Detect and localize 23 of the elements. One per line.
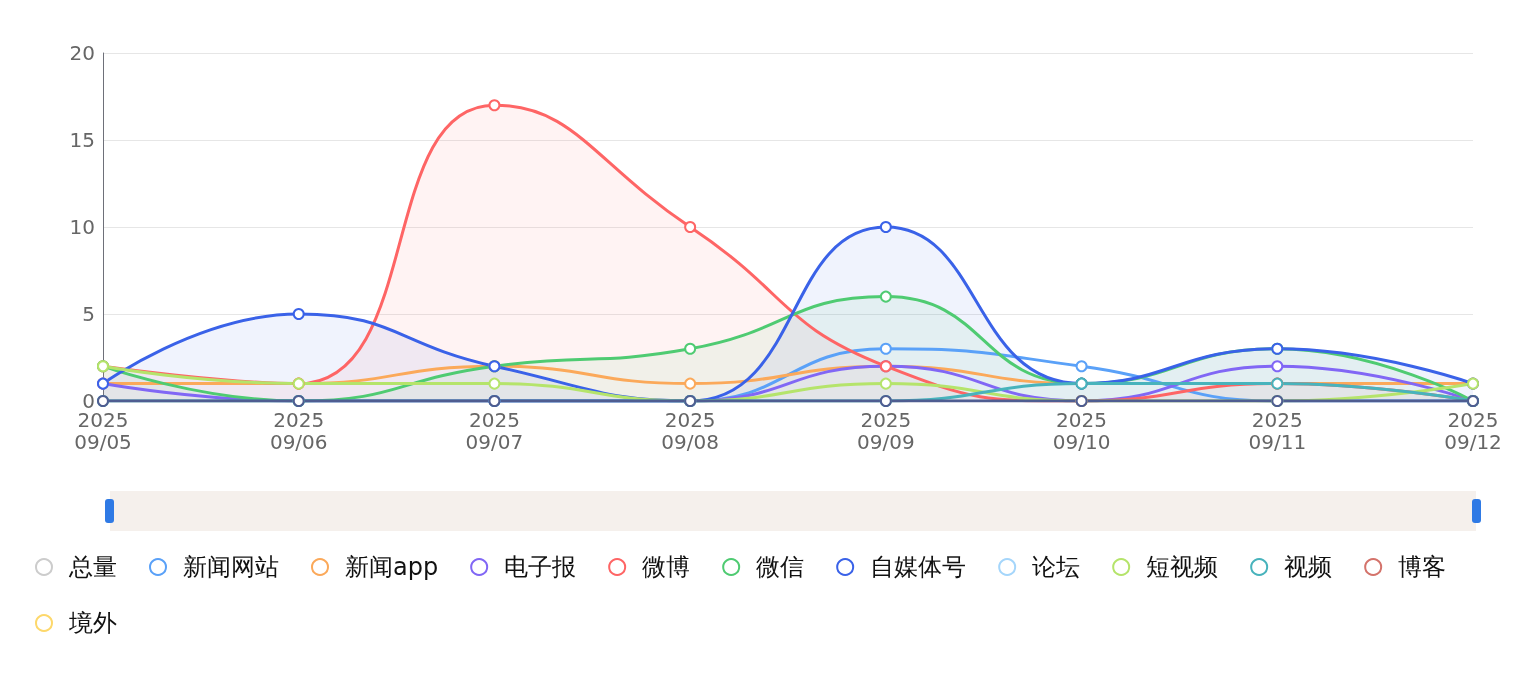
legend-label: 博客 bbox=[1398, 553, 1447, 581]
y-tick-label: 20 bbox=[69, 41, 95, 65]
legend-label: 总量 bbox=[68, 553, 117, 581]
legend-label: 境外 bbox=[68, 609, 117, 637]
x-tick-label: 2025 09/06 bbox=[269, 408, 328, 454]
legend-label: 短视频 bbox=[1146, 553, 1219, 581]
legend-label: 电子报 bbox=[504, 553, 577, 581]
legend-label: 自媒体号 bbox=[870, 553, 967, 581]
x-tick-label: 2025 09/10 bbox=[1052, 408, 1111, 454]
x-tick-label: 2025 09/11 bbox=[1248, 408, 1307, 454]
x-tick-label: 2025 09/07 bbox=[465, 408, 524, 454]
x-tick-label: 2025 09/12 bbox=[1444, 408, 1502, 454]
legend-label: 视频 bbox=[1284, 553, 1333, 581]
x-tick-label: 2025 09/09 bbox=[857, 408, 915, 454]
y-tick-label: 10 bbox=[69, 215, 95, 239]
legend-label: 微博 bbox=[642, 553, 691, 581]
legend-label: 微信 bbox=[756, 553, 805, 581]
x-tick-label: 2025 09/08 bbox=[661, 408, 719, 454]
y-tick-label: 5 bbox=[82, 302, 95, 326]
legend-label: 新闻app bbox=[345, 553, 439, 581]
y-tick-label: 15 bbox=[69, 128, 95, 152]
legend-label: 论坛 bbox=[1032, 553, 1081, 581]
legend-label: 新闻网站 bbox=[183, 553, 279, 581]
